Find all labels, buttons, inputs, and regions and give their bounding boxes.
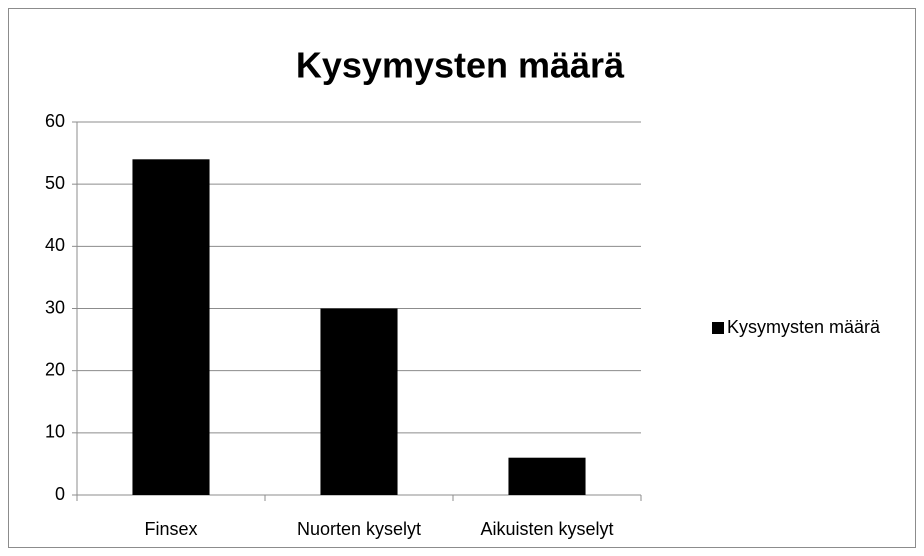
y-tick-label: 50 — [45, 173, 65, 193]
y-tick-label: 10 — [45, 422, 65, 442]
legend-label: Kysymysten määrä — [727, 317, 881, 337]
chart-title: Kysymysten määrä — [296, 45, 625, 86]
y-tick-label: 40 — [45, 235, 65, 255]
x-tick-label: Nuorten kyselyt — [297, 519, 421, 539]
x-tick-label: Finsex — [144, 519, 197, 539]
y-tick-label: 20 — [45, 359, 65, 379]
bar — [132, 159, 210, 496]
x-tick-label: Aikuisten kyselyt — [480, 519, 613, 539]
legend-swatch — [712, 322, 724, 334]
y-tick-label: 30 — [45, 297, 65, 317]
bar — [320, 308, 398, 495]
y-tick-label: 60 — [45, 111, 65, 131]
bar — [508, 457, 586, 495]
y-tick-label: 0 — [55, 484, 65, 504]
